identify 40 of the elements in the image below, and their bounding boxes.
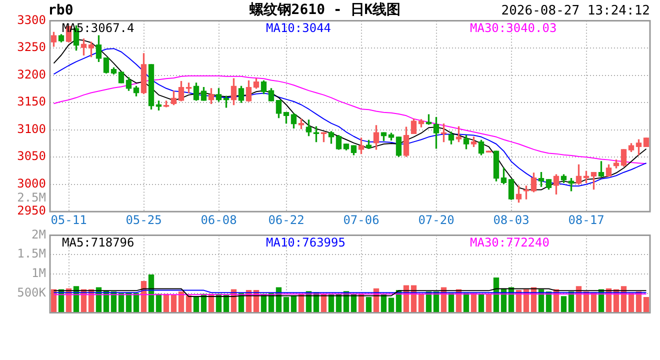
- y-tick-label: 3150: [17, 94, 46, 109]
- y-tick-label: 3250: [17, 40, 46, 54]
- y-tick-label: 3200: [17, 67, 46, 82]
- y-tick-label: 2M: [32, 227, 46, 242]
- text: MA30:772240: [470, 235, 550, 250]
- text: MA10:763995: [266, 235, 346, 250]
- y-tick-label: 3100: [17, 122, 46, 136]
- text: MA30:3040.03: [470, 20, 557, 35]
- bar: [486, 294, 492, 313]
- y-tick-label: 3300: [17, 12, 46, 27]
- x-tick-label: 05-25: [126, 212, 162, 227]
- y-tick-label: 3000: [17, 176, 46, 190]
- x-tick-label: 08-03: [493, 212, 530, 227]
- y-tick-label: 1.5M: [17, 246, 46, 261]
- bar: [643, 296, 650, 313]
- y-tick-label: 500K: [17, 286, 47, 300]
- chart-title: 螺纹钢2610 - 日K线图: [248, 2, 401, 18]
- x-tick-label: 07-20: [418, 212, 454, 227]
- candlestick: [118, 72, 124, 84]
- text: 2.5M: [17, 190, 46, 205]
- x-tick-label: 06-22: [268, 212, 304, 227]
- y-tick-label: 3050: [17, 149, 46, 164]
- x-tick-label: 05-11: [50, 212, 87, 227]
- x-tick-label: 08-17: [568, 212, 604, 227]
- y-tick-label: 1M: [32, 266, 46, 280]
- bar: [478, 294, 484, 313]
- y-tick-label: 2950: [17, 204, 46, 218]
- text: MA5:718796: [62, 235, 134, 250]
- bar: [388, 298, 394, 313]
- bar: [283, 296, 290, 313]
- x-tick-label: 07-06: [343, 212, 380, 227]
- bar: [418, 294, 424, 313]
- bar: [366, 296, 372, 313]
- text: 2026-08-27 13:24:12: [501, 3, 650, 18]
- bar: [560, 296, 567, 313]
- candlestick: [643, 138, 650, 148]
- x-tick-label: 06-08: [200, 212, 237, 227]
- text: rb0: [48, 2, 74, 19]
- bar: [170, 294, 177, 313]
- text: MA10:3044: [266, 20, 332, 35]
